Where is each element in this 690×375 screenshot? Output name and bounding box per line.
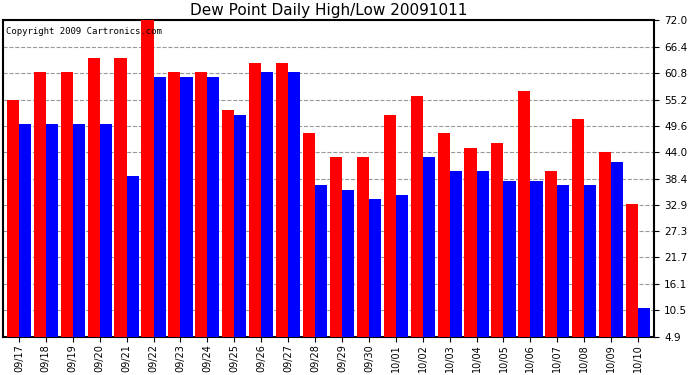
Bar xyxy=(423,157,435,337)
Bar xyxy=(342,190,354,337)
Bar xyxy=(396,195,408,337)
Bar xyxy=(154,77,166,337)
Bar xyxy=(288,72,300,337)
Bar xyxy=(88,58,99,337)
Bar xyxy=(195,72,208,337)
Bar xyxy=(222,110,235,337)
Bar xyxy=(626,204,638,337)
Bar xyxy=(558,185,569,337)
Bar xyxy=(518,91,531,337)
Bar xyxy=(545,171,558,337)
Bar xyxy=(450,171,462,337)
Bar xyxy=(61,72,72,337)
Bar xyxy=(315,185,327,337)
Bar xyxy=(599,152,611,337)
Bar xyxy=(19,124,31,337)
Bar xyxy=(249,63,262,337)
Bar xyxy=(34,72,46,337)
Bar xyxy=(504,181,515,337)
Bar xyxy=(357,157,369,337)
Bar xyxy=(303,134,315,337)
Title: Dew Point Daily High/Low 20091011: Dew Point Daily High/Low 20091011 xyxy=(190,3,467,18)
Bar xyxy=(437,134,450,337)
Bar xyxy=(115,58,126,337)
Bar xyxy=(411,96,423,337)
Bar xyxy=(99,124,112,337)
Bar xyxy=(72,124,85,337)
Bar xyxy=(638,308,650,337)
Bar xyxy=(126,176,139,337)
Bar xyxy=(141,20,154,337)
Bar xyxy=(330,157,342,337)
Bar xyxy=(369,200,381,337)
Bar xyxy=(262,72,273,337)
Bar xyxy=(168,72,181,337)
Bar xyxy=(584,185,596,337)
Bar xyxy=(572,119,584,337)
Bar xyxy=(531,181,542,337)
Bar xyxy=(611,162,623,337)
Bar xyxy=(46,124,58,337)
Bar xyxy=(464,148,477,337)
Text: Copyright 2009 Cartronics.com: Copyright 2009 Cartronics.com xyxy=(6,27,162,36)
Bar xyxy=(491,143,504,337)
Bar xyxy=(208,77,219,337)
Bar xyxy=(7,100,19,337)
Bar xyxy=(384,115,396,337)
Bar xyxy=(276,63,288,337)
Bar xyxy=(181,77,193,337)
Bar xyxy=(235,115,246,337)
Bar xyxy=(477,171,489,337)
